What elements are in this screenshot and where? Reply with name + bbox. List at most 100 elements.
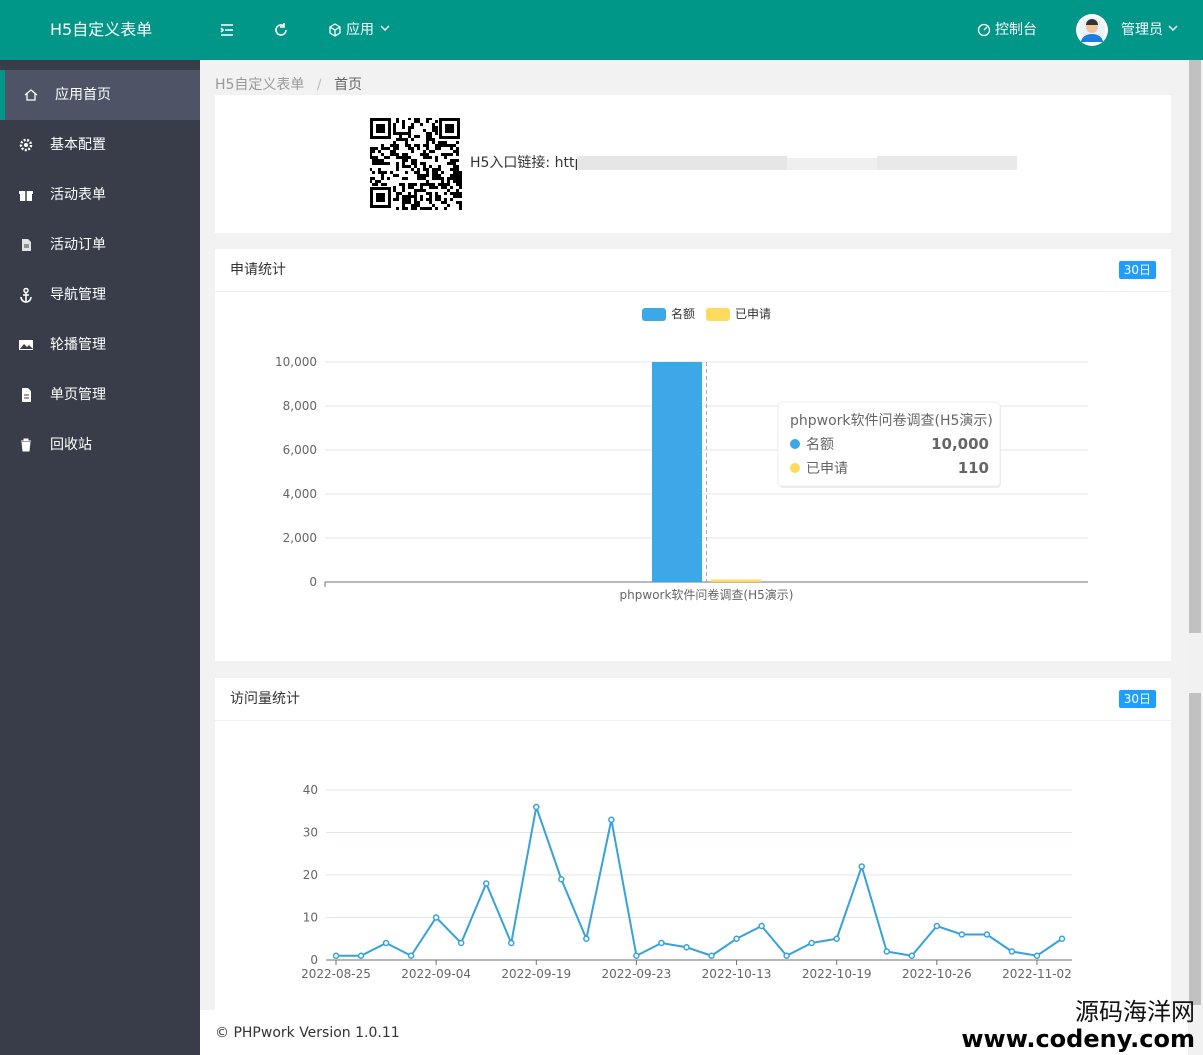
qr-cell <box>375 183 378 186</box>
qr-cell <box>405 138 408 141</box>
menu-item[interactable]: 应用首页 <box>0 70 200 120</box>
menu-label[interactable]: 应用首页 <box>55 87 111 103</box>
qr-cell <box>402 138 405 141</box>
point[interactable] <box>332 952 340 959</box>
range-badge[interactable]: 30日 <box>1118 690 1156 708</box>
qr-cell <box>435 186 438 189</box>
point[interactable] <box>908 952 916 959</box>
tooltip-marker <box>790 463 800 473</box>
range-badge[interactable]: 30日 <box>1118 261 1156 279</box>
scrollbar[interactable] <box>1188 60 1203 1055</box>
qr-cell <box>402 153 405 156</box>
point[interactable] <box>608 816 615 823</box>
menu-item[interactable]: 轮播管理 <box>0 320 200 370</box>
qr-cell <box>405 207 408 210</box>
qr-cell <box>402 162 405 165</box>
qr-cell <box>435 144 438 147</box>
qr-cell <box>393 129 396 132</box>
console-link[interactable]: 控制台 <box>995 22 1037 38</box>
point[interactable] <box>1033 952 1041 959</box>
point[interactable] <box>983 931 991 938</box>
qr-cell <box>441 183 444 186</box>
qr-cell <box>396 147 399 150</box>
bar[interactable] <box>652 362 702 582</box>
menu-label[interactable]: 回收站 <box>50 437 92 453</box>
point[interactable] <box>783 952 790 959</box>
qr-cell <box>381 171 384 174</box>
qr-cell <box>453 180 456 183</box>
qr-cell <box>384 147 387 150</box>
qr-cell <box>372 177 375 180</box>
legend-label[interactable]: 已申请 <box>735 307 771 321</box>
menu-label[interactable]: 活动表单 <box>50 187 106 203</box>
menu-label[interactable]: 单页管理 <box>50 387 106 403</box>
point[interactable] <box>1058 935 1066 942</box>
menu-toggle-icon[interactable] <box>219 22 235 38</box>
menu-item[interactable]: 活动订单 <box>0 220 200 270</box>
refresh-icon[interactable] <box>273 22 289 38</box>
point[interactable] <box>633 952 640 959</box>
point[interactable] <box>933 922 941 930</box>
point[interactable] <box>583 935 590 942</box>
point[interactable] <box>858 863 865 870</box>
point[interactable] <box>407 952 415 959</box>
menu-item[interactable]: 基本配置 <box>0 120 200 170</box>
point[interactable] <box>958 931 966 938</box>
qr-cell <box>453 150 456 153</box>
bar[interactable] <box>711 579 761 582</box>
point[interactable] <box>432 914 440 921</box>
point[interactable] <box>533 803 540 811</box>
point[interactable] <box>708 952 715 959</box>
scroll-thumb[interactable] <box>1189 693 1201 1005</box>
qr-cell <box>387 156 390 159</box>
point[interactable] <box>883 948 891 955</box>
qr-cell <box>411 150 414 153</box>
scroll-thumb[interactable] <box>1189 60 1201 633</box>
point[interactable] <box>733 935 740 942</box>
point[interactable] <box>482 880 490 887</box>
menu-label[interactable]: 活动订单 <box>50 237 106 253</box>
x-tick-label: 2022-11-02 <box>1002 967 1072 981</box>
user-name[interactable]: 管理员 <box>1121 22 1163 38</box>
qr-cell <box>408 183 411 186</box>
legend-label[interactable]: 名额 <box>671 306 695 321</box>
menu-item[interactable]: 导航管理 <box>0 270 200 320</box>
qr-cell <box>432 138 435 141</box>
menu-item[interactable]: 活动表单 <box>0 170 200 220</box>
qr-finder <box>439 118 460 139</box>
qr-cell <box>441 144 444 147</box>
nav-app[interactable]: 应用 <box>346 22 374 38</box>
point[interactable] <box>382 939 390 947</box>
qr-cell <box>459 177 462 180</box>
qr-cell <box>381 144 384 147</box>
legend-swatch[interactable] <box>706 308 730 321</box>
brand[interactable]: H5自定义表单 <box>50 20 153 39</box>
menu-label[interactable]: 导航管理 <box>50 287 106 303</box>
menu-label[interactable]: 基本配置 <box>50 137 106 153</box>
menu-label[interactable]: 轮播管理 <box>50 337 106 353</box>
point[interactable] <box>1008 948 1016 955</box>
breadcrumb-link[interactable]: H5自定义表单 <box>215 77 305 93</box>
point[interactable] <box>808 939 815 947</box>
avatar[interactable] <box>1076 14 1108 46</box>
point[interactable] <box>683 944 690 951</box>
qr-cell <box>456 165 459 168</box>
qr-cell <box>441 141 444 144</box>
qr-cell <box>420 186 423 189</box>
qr-cell <box>393 123 396 126</box>
point[interactable] <box>357 952 365 959</box>
point[interactable] <box>457 939 465 947</box>
qr-finder <box>370 187 391 208</box>
card-header: 访问量统计 30日 <box>215 678 1171 721</box>
legend-swatch[interactable] <box>642 308 666 321</box>
point[interactable] <box>507 939 515 947</box>
y-tick-label: 30 <box>303 826 318 840</box>
menu-item[interactable]: 回收站 <box>0 420 200 470</box>
point[interactable] <box>658 939 665 947</box>
qr-cell <box>432 129 435 132</box>
qr-cell <box>426 207 429 210</box>
point[interactable] <box>758 922 765 930</box>
menu-item[interactable]: 单页管理 <box>0 370 200 420</box>
point[interactable] <box>558 876 565 883</box>
point[interactable] <box>833 935 840 942</box>
